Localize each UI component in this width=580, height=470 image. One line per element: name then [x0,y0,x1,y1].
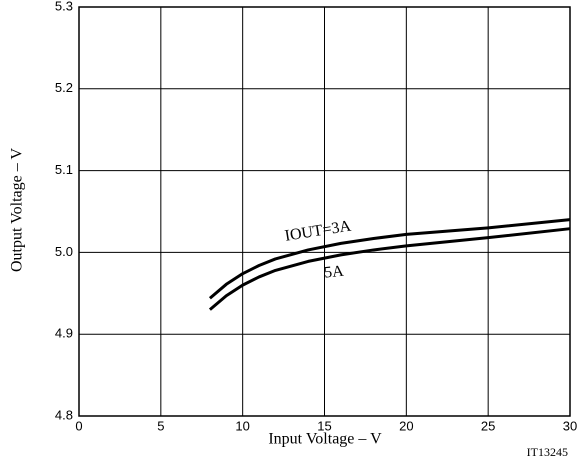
x-tick-label: 10 [235,418,249,433]
x-tick-label: 20 [399,418,413,433]
y-tick-label: 5.0 [55,244,73,259]
y-tick-label: 4.9 [55,326,73,341]
plot-frame [78,6,571,417]
x-tick-label: 5 [157,418,164,433]
x-tick-label: 0 [75,418,82,433]
series-label: IOUT=3A [284,217,353,244]
x-tick-label: 30 [563,418,577,433]
x-tick-label: 25 [481,418,495,433]
y-axis-label: Output Voltage – V [9,148,26,272]
series-label: 5A [323,263,345,282]
x-tick-label: 15 [317,418,331,433]
y-tick-label: 5.3 [55,0,73,13]
x-axis-label: Input Voltage – V [268,431,382,448]
series-line [208,227,571,311]
y-tick-label: 5.1 [55,162,73,177]
y-tick-label: 4.8 [55,407,73,422]
figure-id: IT13245 [527,445,568,459]
y-tick-label: 5.2 [55,80,73,95]
series-line [208,218,571,300]
